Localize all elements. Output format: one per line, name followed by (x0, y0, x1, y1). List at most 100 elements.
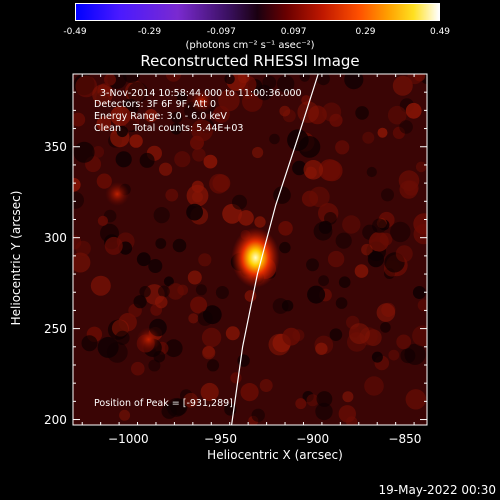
texture-blob (342, 215, 361, 234)
texture-blob (254, 216, 266, 228)
texture-blob (119, 111, 140, 131)
texture-blob (318, 159, 341, 181)
texture-blob (335, 232, 352, 249)
peak-position-text: Position of Peak = [-931,289] (94, 398, 233, 409)
texture-blob (324, 212, 337, 225)
texture-blob (371, 351, 383, 363)
texture-blob (110, 105, 131, 126)
texture-blob (405, 389, 426, 410)
texture-blob (303, 160, 324, 180)
texture-blob (155, 238, 167, 249)
texture-blob (104, 236, 123, 255)
x-axis-label: Heliocentric X (arcsec) (207, 448, 343, 462)
texture-blob (335, 297, 348, 309)
texture-blob (298, 136, 321, 158)
texture-blob (90, 275, 111, 296)
texture-blob (92, 146, 105, 158)
peak-source (231, 227, 280, 288)
texture-blob (306, 394, 319, 407)
texture-blob (144, 109, 158, 123)
texture-blob (212, 105, 230, 123)
texture-blob (92, 84, 113, 105)
texture-blob (73, 141, 95, 163)
chart-title: Reconstructed RHESSI Image (140, 52, 360, 70)
texture-blob (230, 372, 242, 384)
texture-blob (97, 336, 119, 358)
secondary-source (136, 327, 161, 352)
texture-blob (192, 148, 206, 162)
texture-blob (388, 349, 400, 361)
texture-blob (281, 300, 294, 312)
texture-blob (122, 74, 140, 83)
detectors-text: Detectors: 3F 6F 9F, Att 0 (94, 99, 217, 110)
texture-blob (407, 74, 423, 85)
texture-blob (315, 402, 333, 421)
texture-blob (163, 276, 174, 287)
texture-blob (73, 191, 84, 209)
texture-blob (376, 303, 396, 322)
texture-blob (279, 241, 291, 254)
texture-blob (212, 174, 231, 193)
y-tick-label: 300 (44, 230, 67, 245)
texture-blob (269, 133, 280, 145)
texture-blob (295, 398, 307, 410)
texture-blob (387, 105, 407, 125)
texture-blob (201, 327, 222, 348)
colorbar-tick-label: -0.49 (63, 27, 87, 37)
secondary-source (105, 182, 130, 207)
texture-blob (238, 210, 254, 226)
texture-blob (180, 389, 193, 402)
texture-blob (369, 231, 389, 252)
texture-blob (197, 310, 213, 326)
texture-blob (282, 327, 301, 346)
heatmap-texture (73, 74, 427, 425)
texture-blob (381, 188, 394, 202)
texture-blob (278, 221, 293, 236)
texture-blob (186, 184, 209, 207)
texture-blob (224, 74, 235, 85)
texture-blob (174, 151, 191, 168)
texture-blob (377, 127, 388, 138)
texture-blob (349, 327, 360, 338)
texture-blob (225, 326, 240, 341)
texture-blob (346, 315, 360, 330)
texture-blob (256, 84, 273, 101)
x-tick-label: −1000 (108, 432, 149, 446)
texture-blob (392, 126, 405, 139)
texture-blob (315, 342, 328, 355)
texture-blob (306, 258, 319, 272)
texture-blob (191, 119, 214, 142)
clean-counts-text: Clean Total counts: 5.44E+03 (94, 123, 244, 134)
texture-blob (188, 313, 199, 324)
texture-blob (297, 101, 320, 123)
texture-blob (153, 207, 170, 224)
texture-blob (148, 359, 161, 372)
texture-blob (390, 221, 411, 243)
texture-blob (127, 82, 148, 103)
texture-blob (73, 252, 91, 273)
texture-blob (171, 111, 183, 124)
texture-blob (215, 286, 229, 299)
texture-blob (161, 403, 177, 419)
footer-date: 19-May-2022 00:30 (378, 483, 496, 497)
texture-blob (338, 276, 351, 289)
texture-blob (362, 131, 375, 144)
texture-blob (327, 250, 345, 268)
texture-blob (206, 359, 220, 372)
texture-blob (97, 215, 108, 226)
texture-blob (176, 91, 188, 103)
x-tick-label: −850 (388, 432, 422, 446)
texture-blob (364, 329, 382, 346)
texture-blob (203, 154, 218, 169)
texture-blob (170, 123, 183, 135)
colorbar-tick-label: -0.097 (206, 27, 236, 37)
texture-blob (299, 74, 310, 82)
texture-blob (367, 251, 384, 268)
colorbar (75, 3, 440, 21)
texture-blob (172, 238, 187, 253)
texture-blob (148, 259, 163, 273)
colorbar-tick-label: 0.29 (355, 27, 376, 37)
texture-blob (316, 74, 330, 86)
texture-blob (412, 325, 427, 347)
texture-blob (125, 120, 138, 133)
